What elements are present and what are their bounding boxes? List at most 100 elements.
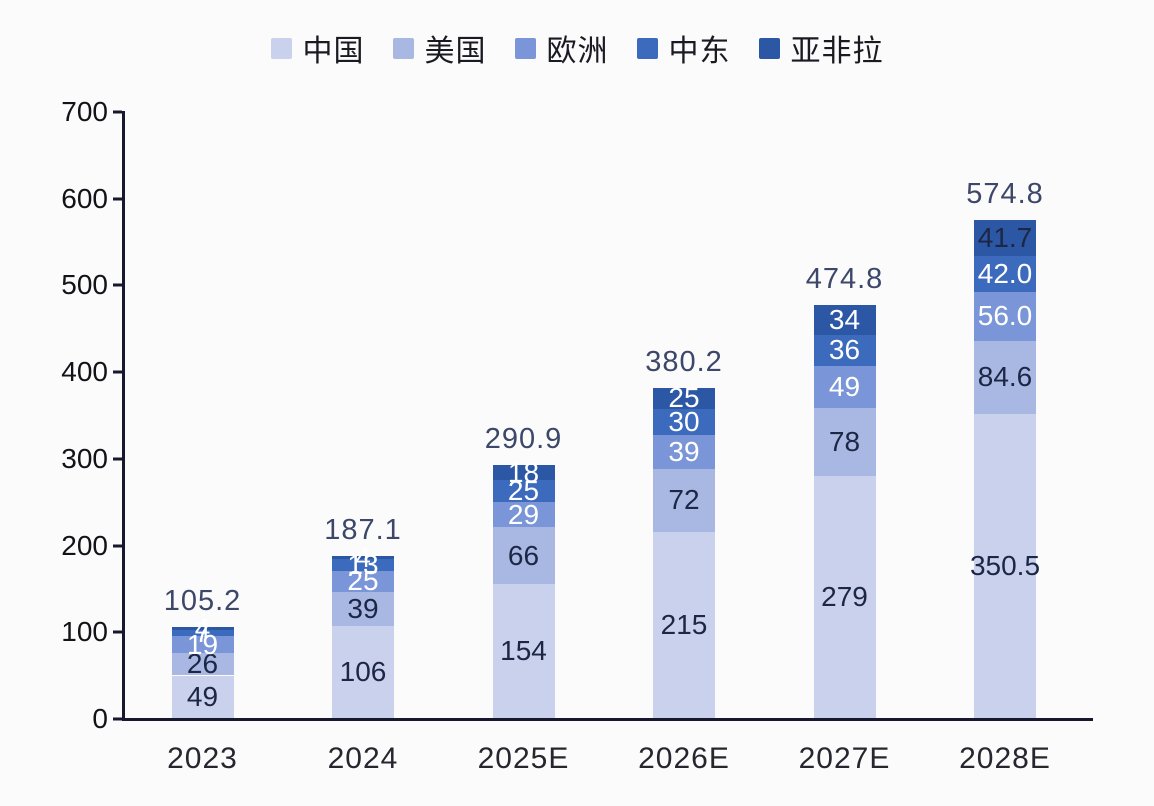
- legend-label-middle-east: 中东: [668, 35, 731, 68]
- bar-2024-value-asia-africa-latam: 4: [355, 541, 371, 573]
- x-axis-label-2025E: 2025E: [477, 742, 570, 775]
- bar-2023-value-middle-east: 7: [194, 617, 211, 649]
- bar-2025E-value-usa: 66: [507, 539, 540, 571]
- legend-swatch-usa-icon: [392, 37, 414, 59]
- bar-2025E-total-label: 290.9: [484, 422, 563, 455]
- bar-2028E-segment-china: 350.5: [970, 414, 1040, 718]
- bar-2026E-segment-middle-east: 30: [653, 406, 715, 438]
- bar-2024-segment-middle-east: 13: [332, 550, 394, 578]
- y-axis-tick-label: 100: [61, 616, 108, 648]
- bar-2026E-value-europe: 39: [668, 436, 700, 468]
- bar-2026E-segment-asia-africa-latam: 25: [653, 384, 715, 412]
- bar-2024-total-label: 187.1: [324, 513, 402, 546]
- bar-2028E-segment-usa: 84.6: [974, 340, 1036, 415]
- y-axis-tick-label: 200: [61, 529, 108, 561]
- x-axis-line: [122, 718, 1093, 721]
- bar-2025E-value-asia-africa-latam: 18: [507, 456, 540, 488]
- bar-2028E-value-asia-africa-latam: 41.7: [977, 221, 1033, 253]
- bar-2027E-segment-middle-east: 36: [813, 334, 876, 366]
- bar-2028E-value-europe: 56.0: [977, 300, 1033, 332]
- bar-2023-value-asia-africa-latam: 4: [194, 612, 211, 644]
- y-axis-line: [122, 111, 125, 721]
- bar-2025E-segment-asia-africa-latam: 18: [492, 458, 555, 486]
- bar-2027E-segment-europe: 49: [813, 365, 876, 409]
- bar-2027E-value-europe: 49: [828, 371, 861, 403]
- legend-label-europe: 欧洲: [546, 35, 609, 68]
- legend-swatch-europe-icon: [514, 37, 536, 59]
- bar-2023-value-china: 49: [186, 680, 219, 712]
- bar-2028E-value-china: 350.5: [969, 550, 1041, 582]
- bar-2023-segment-usa: 26: [171, 650, 234, 678]
- bar-2028E-value-usa: 84.6: [977, 361, 1033, 393]
- bar-2027E-value-china: 279: [821, 581, 868, 613]
- legend-swatch-asia-africa-latam-icon: [758, 37, 780, 59]
- legend-item-usa: 美国: [392, 26, 487, 70]
- bar-2023-segment-china: 49: [171, 675, 234, 718]
- legend-label-asia-africa-latam: 亚非拉: [790, 35, 884, 68]
- y-axis-tick-mark: [113, 630, 122, 634]
- chart-legend: 中国 美国 欧洲 中东 亚非拉: [0, 26, 1154, 70]
- legend-item-middle-east: 中东: [636, 26, 731, 70]
- bar-2026E-value-china: 215: [660, 608, 708, 640]
- y-axis-tick-label: 500: [61, 269, 108, 301]
- bar-2028E-segment-middle-east: 42.0: [974, 255, 1036, 293]
- bar-2027E-value-usa: 78: [828, 426, 861, 458]
- bar-2026E-value-middle-east: 30: [668, 406, 700, 438]
- x-axis-label-2028E: 2028E: [959, 742, 1051, 775]
- bar-2028E-total-label: 574.8: [966, 177, 1044, 210]
- bar-2024-value-middle-east: 13: [347, 548, 379, 580]
- y-axis-tick-mark: [113, 110, 122, 114]
- y-axis-tick-label: 700: [61, 96, 108, 127]
- bar-2026E-value-usa: 72: [668, 484, 700, 516]
- bar-2023-segment-middle-east: 7: [171, 619, 234, 647]
- bar-2026E-value-asia-africa-latam: 25: [668, 382, 700, 414]
- y-axis-tick-mark: [113, 544, 122, 548]
- x-axis-label-2026E: 2026E: [638, 742, 730, 775]
- y-axis-tick-label: 400: [61, 356, 108, 388]
- bar-2024-segment-asia-africa-latam: 4: [332, 543, 394, 571]
- bar-2025E-value-europe: 29: [507, 498, 540, 530]
- y-axis-tick-mark: [113, 457, 122, 461]
- y-axis-tick-label: 300: [61, 442, 108, 474]
- bar-2027E-value-middle-east: 36: [828, 334, 861, 366]
- legend-swatch-china-icon: [270, 37, 292, 59]
- bar-2025E-segment-usa: 66: [492, 527, 555, 585]
- y-axis-tick-label: 0: [92, 703, 108, 734]
- bar-2027E-segment-usa: 78: [813, 408, 876, 477]
- legend-swatch-middle-east-icon: [636, 37, 658, 59]
- bar-2027E-segment-china: 279: [813, 476, 876, 718]
- bar-2025E-value-middle-east: 25: [507, 475, 540, 507]
- legend-label-china: 中国: [302, 35, 365, 68]
- bar-2025E-segment-europe: 29: [492, 498, 555, 530]
- bar-2028E-segment-europe: 56.0: [974, 292, 1036, 341]
- bar-2024-segment-europe: 25: [332, 567, 394, 595]
- y-axis-tick-mark: [113, 717, 122, 721]
- bar-2024-value-china: 106: [339, 656, 387, 688]
- y-axis-tick-mark: [113, 283, 122, 287]
- bar-2024-value-usa: 39: [347, 593, 379, 625]
- bar-2026E-segment-europe: 39: [653, 435, 715, 470]
- bar-2027E-segment-asia-africa-latam: 34: [813, 303, 876, 335]
- bar-2025E-segment-china: 154: [492, 584, 555, 718]
- bar-2025E-value-china: 154: [500, 635, 547, 667]
- bar-2026E-segment-usa: 72: [653, 469, 715, 532]
- bar-2023-segment-europe: 19: [171, 630, 234, 658]
- bar-2027E-total-label: 474.8: [805, 263, 884, 296]
- bar-2026E-total-label: 380.2: [645, 345, 723, 378]
- bar-2025E-segment-middle-east: 25: [492, 475, 555, 507]
- legend-label-usa: 美国: [424, 35, 487, 68]
- x-axis-label-2023: 2023: [167, 742, 238, 775]
- bar-2028E-value-middle-east: 42.0: [977, 257, 1033, 289]
- bar-2024-segment-china: 106: [332, 626, 394, 718]
- bar-2028E-segment-asia-africa-latam: 41.7: [974, 219, 1036, 256]
- legend-item-asia-africa-latam: 亚非拉: [758, 26, 884, 70]
- x-axis-label-2027E: 2027E: [798, 742, 891, 775]
- bar-2023-value-europe: 19: [186, 628, 219, 660]
- bar-2024-segment-usa: 39: [332, 592, 394, 627]
- bar-2027E-value-asia-africa-latam: 34: [828, 303, 861, 335]
- y-axis-tick-mark: [113, 197, 122, 201]
- bar-2023-segment-asia-africa-latam: 4: [171, 614, 234, 642]
- y-axis-tick-mark: [113, 370, 122, 374]
